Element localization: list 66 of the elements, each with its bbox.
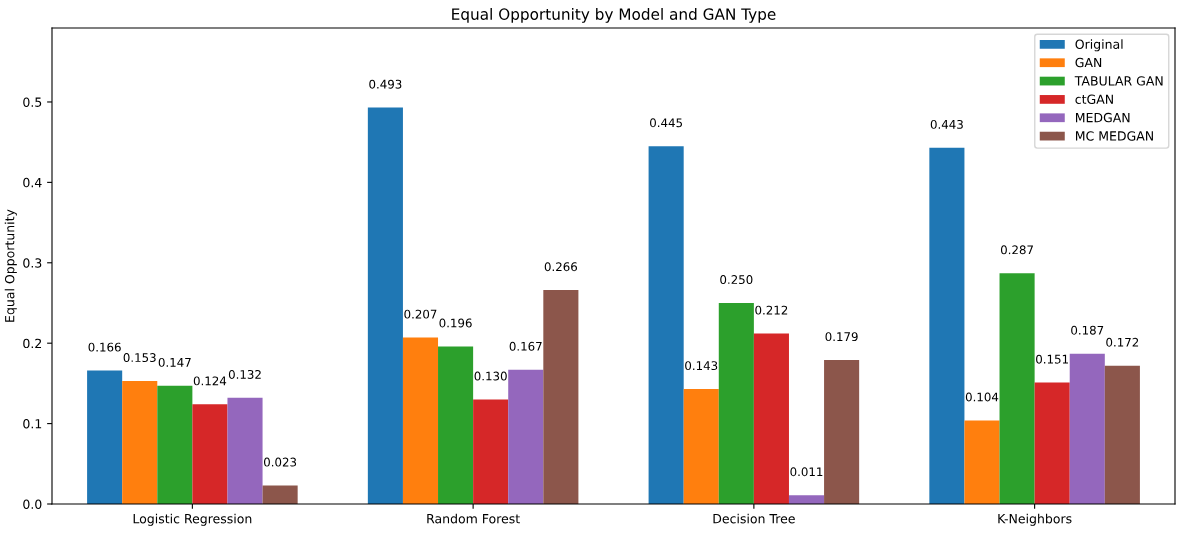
data-label: 0.166 — [88, 342, 121, 352]
y-tick-label: 0.2 — [23, 338, 42, 349]
data-label: 0.493 — [369, 79, 402, 89]
y-tick-label: 0.1 — [23, 419, 42, 429]
y-tick-label: 0.5 — [23, 97, 42, 107]
legend-label: MC MEDGAN — [1075, 131, 1153, 141]
x-tick-label: Logistic Regression — [133, 513, 252, 526]
data-label: 0.212 — [755, 305, 788, 315]
data-label: 0.445 — [650, 118, 683, 128]
x-tick-label: Decision Tree — [713, 513, 795, 524]
bar — [718, 302, 754, 504]
data-label: 0.011 — [790, 467, 823, 477]
data-label: 0.179 — [825, 332, 858, 342]
bar — [964, 420, 1000, 504]
data-label: 0.104 — [965, 392, 999, 402]
y-tick-label: 0.3 — [23, 258, 42, 268]
legend-label: Original — [1075, 39, 1123, 52]
bar — [157, 385, 193, 504]
legend-label: MEDGAN — [1075, 112, 1130, 123]
data-label: 0.124 — [193, 376, 227, 386]
legend-label: ctGAN — [1075, 94, 1113, 104]
y-tick-label: 0.0 — [23, 499, 42, 509]
bar — [122, 380, 158, 504]
x-tick-label: K-Neighbors — [998, 513, 1072, 526]
bar — [824, 360, 860, 504]
data-label: 0.130 — [474, 371, 507, 381]
bar — [543, 290, 579, 504]
bar — [508, 369, 544, 504]
data-label: 0.196 — [439, 318, 472, 328]
data-label: 0.153 — [123, 353, 156, 363]
data-label: 0.250 — [720, 275, 753, 285]
bar — [999, 273, 1035, 504]
bar — [1069, 353, 1105, 504]
bar — [929, 147, 965, 504]
bar — [1104, 365, 1140, 504]
bar — [192, 404, 228, 504]
bar — [648, 146, 684, 504]
bar — [262, 485, 298, 504]
legend-label: GAN — [1075, 57, 1102, 68]
data-label: 0.187 — [1071, 325, 1104, 335]
data-label: 0.207 — [404, 309, 437, 319]
x-tick-label: Random Forest — [427, 513, 520, 524]
legend-label: TABULAR GAN — [1074, 76, 1163, 86]
bar — [1034, 382, 1070, 504]
data-label: 0.167 — [509, 341, 542, 351]
data-label: 0.172 — [1106, 337, 1139, 347]
data-label: 0.287 — [1000, 245, 1033, 255]
data-label: 0.266 — [544, 262, 578, 272]
bar — [683, 389, 719, 504]
bar — [87, 370, 123, 504]
bar — [753, 333, 789, 504]
y-axis-title: Equal Opportunity — [4, 209, 17, 322]
y-tick-label: 0.4 — [23, 177, 42, 188]
bar — [227, 397, 263, 504]
bar — [788, 495, 825, 504]
bar — [473, 399, 509, 504]
data-label: 0.147 — [158, 357, 191, 367]
bar — [402, 337, 439, 504]
bar — [438, 346, 474, 504]
data-label: 0.443 — [930, 119, 963, 129]
bar — [367, 107, 403, 504]
data-label: 0.151 — [1036, 354, 1068, 364]
data-label: 0.132 — [228, 369, 261, 379]
chart-title: Equal Opportunity by Model and GAN Type — [452, 8, 776, 23]
data-label: 0.143 — [685, 361, 718, 371]
data-label: 0.023 — [263, 457, 297, 467]
